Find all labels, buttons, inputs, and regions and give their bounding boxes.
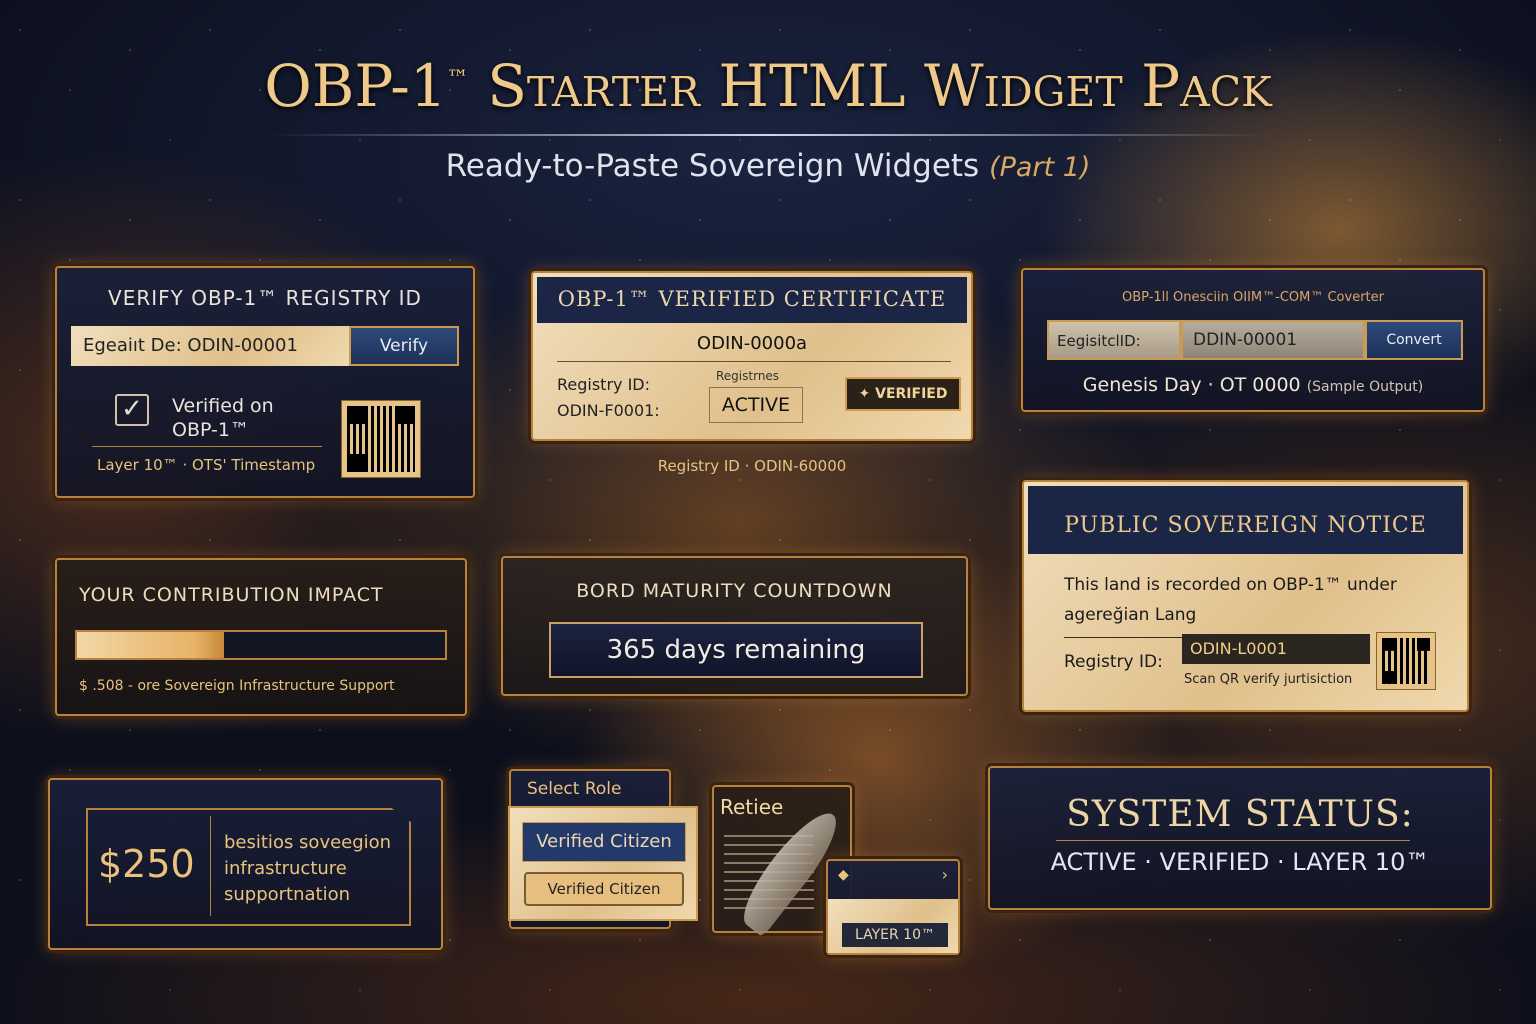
verified-text: Verified on OBP-1™ xyxy=(172,394,274,442)
subtitle-text: Ready-to-Paste Sovereign Widgets xyxy=(445,148,980,184)
role-label: Select Role xyxy=(527,779,622,799)
status-line: ACTIVE · VERIFIED · LAYER 10™ xyxy=(1050,848,1430,876)
chevron-right-icon[interactable]: › xyxy=(941,865,948,884)
widget-title: Public Sovereign Notice xyxy=(1028,486,1463,554)
subtitle-part: (Part 1) xyxy=(989,152,1091,183)
verify-registry-widget: Verify OBP-1™ Registry ID Egeaiıt De: OD… xyxy=(55,266,475,498)
layer-value: LAYER 10™ xyxy=(842,923,948,947)
certificate-id: ODIN-0000a xyxy=(696,333,808,354)
widget-title: Bord Maturity Countdown xyxy=(576,580,893,602)
certificate-caption: Registry ID · ODIN-60000 xyxy=(657,457,847,475)
status-label: Registrnes xyxy=(716,369,780,383)
title-rest: Starter HTML Widget Pack xyxy=(487,52,1272,120)
donation-line: infrastructure xyxy=(224,858,347,879)
qr-code xyxy=(341,400,421,478)
title-brand: OBP-1 xyxy=(264,52,447,120)
verify-button[interactable]: Verify xyxy=(349,326,459,366)
page-subtitle: Ready-to-Paste Sovereign Widgets (Part 1… xyxy=(0,148,1536,184)
check-box-icon: ✓ xyxy=(115,394,149,426)
document-title: Retiee xyxy=(720,795,784,819)
title-divider xyxy=(270,134,1270,136)
widget-title: OBP-1ll Onesciin OIIM™-COM™ Coverter xyxy=(1122,290,1384,305)
verify-footer: Layer 10™ · OTS' Timestamp xyxy=(97,456,316,474)
output-note: (Sample Output) xyxy=(1306,379,1424,395)
progress-bar xyxy=(75,630,447,660)
donation-line: besitios soveegion xyxy=(224,832,392,853)
status-badge: ACTIVE xyxy=(709,387,803,423)
progress-fill xyxy=(77,632,225,658)
donation-frame xyxy=(86,808,411,926)
countdown-display: 365 days remaining xyxy=(549,622,923,678)
widget-title: Verify OBP-1™ Registry ID xyxy=(108,286,422,310)
countdown-widget: Bord Maturity Countdown 365 days remaini… xyxy=(501,556,968,696)
notice-line: This land is recorded on OBP-1™ under xyxy=(1064,575,1397,595)
registry-id-input[interactable]: Egeaiıt De: ODIN-00001 xyxy=(71,326,351,366)
registry-info: Registry ID: ODIN-F0001: xyxy=(557,372,660,424)
registry-label: Registry ID: xyxy=(557,375,651,394)
convert-button[interactable]: Convert xyxy=(1365,320,1463,360)
verified-badge: ✦ VERIFIED xyxy=(845,377,961,411)
public-notice-widget: Public Sovereign Notice This land is rec… xyxy=(1022,480,1469,712)
registry-value: ODIN-L0001 xyxy=(1182,634,1370,664)
verified-line: Verified on xyxy=(172,395,274,417)
qr-code xyxy=(1376,632,1436,690)
registry-label: Registry ID: xyxy=(1064,652,1163,672)
contribution-caption: $ .508 - ore Sovereign Infrastructure Su… xyxy=(79,678,395,694)
notice-text: This land is recorded on OBP-1™ under age… xyxy=(1064,570,1397,630)
layer-widget: ◆ › LAYER 10™ xyxy=(826,859,960,955)
verified-line: OBP-1™ xyxy=(172,419,249,441)
output-value: Genesis Day · OT 0000 xyxy=(1082,374,1301,396)
registry-id-input[interactable]: DDIN-00001 xyxy=(1181,320,1365,360)
scan-instruction: Scan QR verify jurtisiction xyxy=(1184,672,1353,687)
status-title: System Status: xyxy=(1066,794,1414,835)
trademark: ™ xyxy=(446,66,469,92)
donation-amount[interactable]: $250 xyxy=(98,842,195,886)
widget-title: OBP-1™ Verified Certificate xyxy=(537,277,967,323)
system-status-widget: System Status: ACTIVE · VERIFIED · LAYER… xyxy=(988,766,1492,910)
contribution-impact-widget: Your Contribution Impact $ .508 - ore So… xyxy=(55,558,467,716)
divider xyxy=(92,446,322,447)
verified-certificate-widget: OBP-1™ Verified Certificate ODIN-0000a R… xyxy=(531,271,973,441)
divider xyxy=(210,816,211,916)
divider xyxy=(1064,637,1184,638)
converter-output: Genesis Day · OT 0000 (Sample Output) xyxy=(1023,374,1483,396)
widget-title: Your Contribution Impact xyxy=(79,584,384,606)
donation-text: besitios soveegion infrastructure supportn… xyxy=(224,830,391,908)
role-dropdown: Verified Citizen Verified Citizen xyxy=(508,806,698,921)
converter-widget: OBP-1ll Onesciin OIIM™-COM™ Coverter Eeg… xyxy=(1021,268,1485,412)
diamond-icon: ◆ xyxy=(838,867,849,883)
donation-widget: $250 besitios soveegion infrastructure sup… xyxy=(48,778,443,950)
donation-line: supportnation xyxy=(224,884,351,905)
star-icon: ✦ xyxy=(858,386,876,402)
role-option-selected[interactable]: Verified Citizen xyxy=(522,822,686,862)
registry-label: EegisitclID: xyxy=(1047,320,1181,360)
badge-text: VERIFIED xyxy=(875,386,948,402)
divider xyxy=(557,361,951,362)
registry-value: ODIN-F0001: xyxy=(557,401,660,420)
role-option[interactable]: Verified Citizen xyxy=(524,872,684,906)
notice-line: agereğian Lang xyxy=(1064,605,1197,625)
divider xyxy=(1056,840,1410,841)
page-title: OBP-1™ Starter HTML Widget Pack xyxy=(0,52,1536,120)
